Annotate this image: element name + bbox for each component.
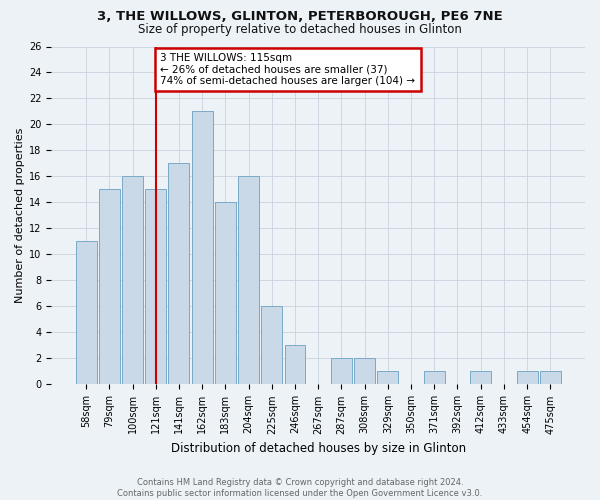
Bar [215, 202, 236, 384]
Bar [191, 112, 212, 384]
Bar [145, 190, 166, 384]
Bar [540, 372, 561, 384]
Bar [377, 372, 398, 384]
Bar [354, 358, 375, 384]
Y-axis label: Number of detached properties: Number of detached properties [15, 128, 25, 303]
Bar [238, 176, 259, 384]
Text: Size of property relative to detached houses in Glinton: Size of property relative to detached ho… [138, 22, 462, 36]
Text: Contains HM Land Registry data © Crown copyright and database right 2024.
Contai: Contains HM Land Registry data © Crown c… [118, 478, 482, 498]
Bar [331, 358, 352, 384]
Bar [517, 372, 538, 384]
Bar [122, 176, 143, 384]
Bar [262, 306, 282, 384]
Bar [76, 242, 97, 384]
Bar [470, 372, 491, 384]
Bar [169, 164, 190, 384]
Bar [284, 346, 305, 385]
Bar [424, 372, 445, 384]
Text: 3, THE WILLOWS, GLINTON, PETERBOROUGH, PE6 7NE: 3, THE WILLOWS, GLINTON, PETERBOROUGH, P… [97, 10, 503, 23]
Text: 3 THE WILLOWS: 115sqm
← 26% of detached houses are smaller (37)
74% of semi-deta: 3 THE WILLOWS: 115sqm ← 26% of detached … [160, 53, 415, 86]
Bar [99, 190, 120, 384]
X-axis label: Distribution of detached houses by size in Glinton: Distribution of detached houses by size … [170, 442, 466, 455]
